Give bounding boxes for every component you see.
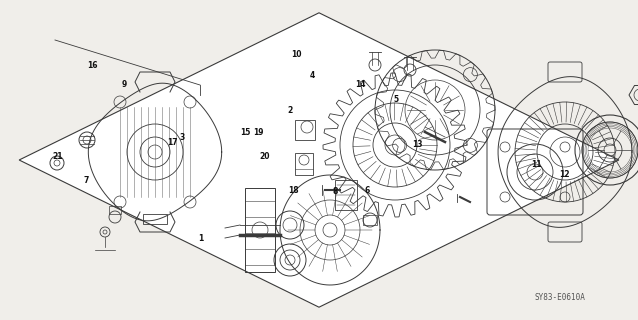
Text: 17: 17 xyxy=(167,138,177,147)
Text: 2: 2 xyxy=(288,106,293,115)
Polygon shape xyxy=(19,13,619,307)
Text: 10: 10 xyxy=(292,50,302,59)
Text: 14: 14 xyxy=(355,80,366,89)
Text: 5: 5 xyxy=(393,95,398,104)
Text: 13: 13 xyxy=(413,140,423,148)
Text: 1: 1 xyxy=(198,234,204,243)
Text: 18: 18 xyxy=(288,186,299,195)
Text: 21: 21 xyxy=(52,152,63,161)
Text: 3: 3 xyxy=(179,133,184,142)
Text: 12: 12 xyxy=(560,170,570,179)
Text: 8: 8 xyxy=(332,188,338,196)
Text: 16: 16 xyxy=(87,61,98,70)
Text: 4: 4 xyxy=(310,71,315,80)
Text: 9: 9 xyxy=(122,80,127,89)
Text: 7: 7 xyxy=(84,176,89,185)
Text: 15: 15 xyxy=(241,128,251,137)
Text: 6: 6 xyxy=(364,186,369,195)
Text: 19: 19 xyxy=(253,128,263,137)
Text: 20: 20 xyxy=(260,152,270,161)
Text: 11: 11 xyxy=(531,160,541,169)
Text: SY83-E0610A: SY83-E0610A xyxy=(535,293,586,302)
